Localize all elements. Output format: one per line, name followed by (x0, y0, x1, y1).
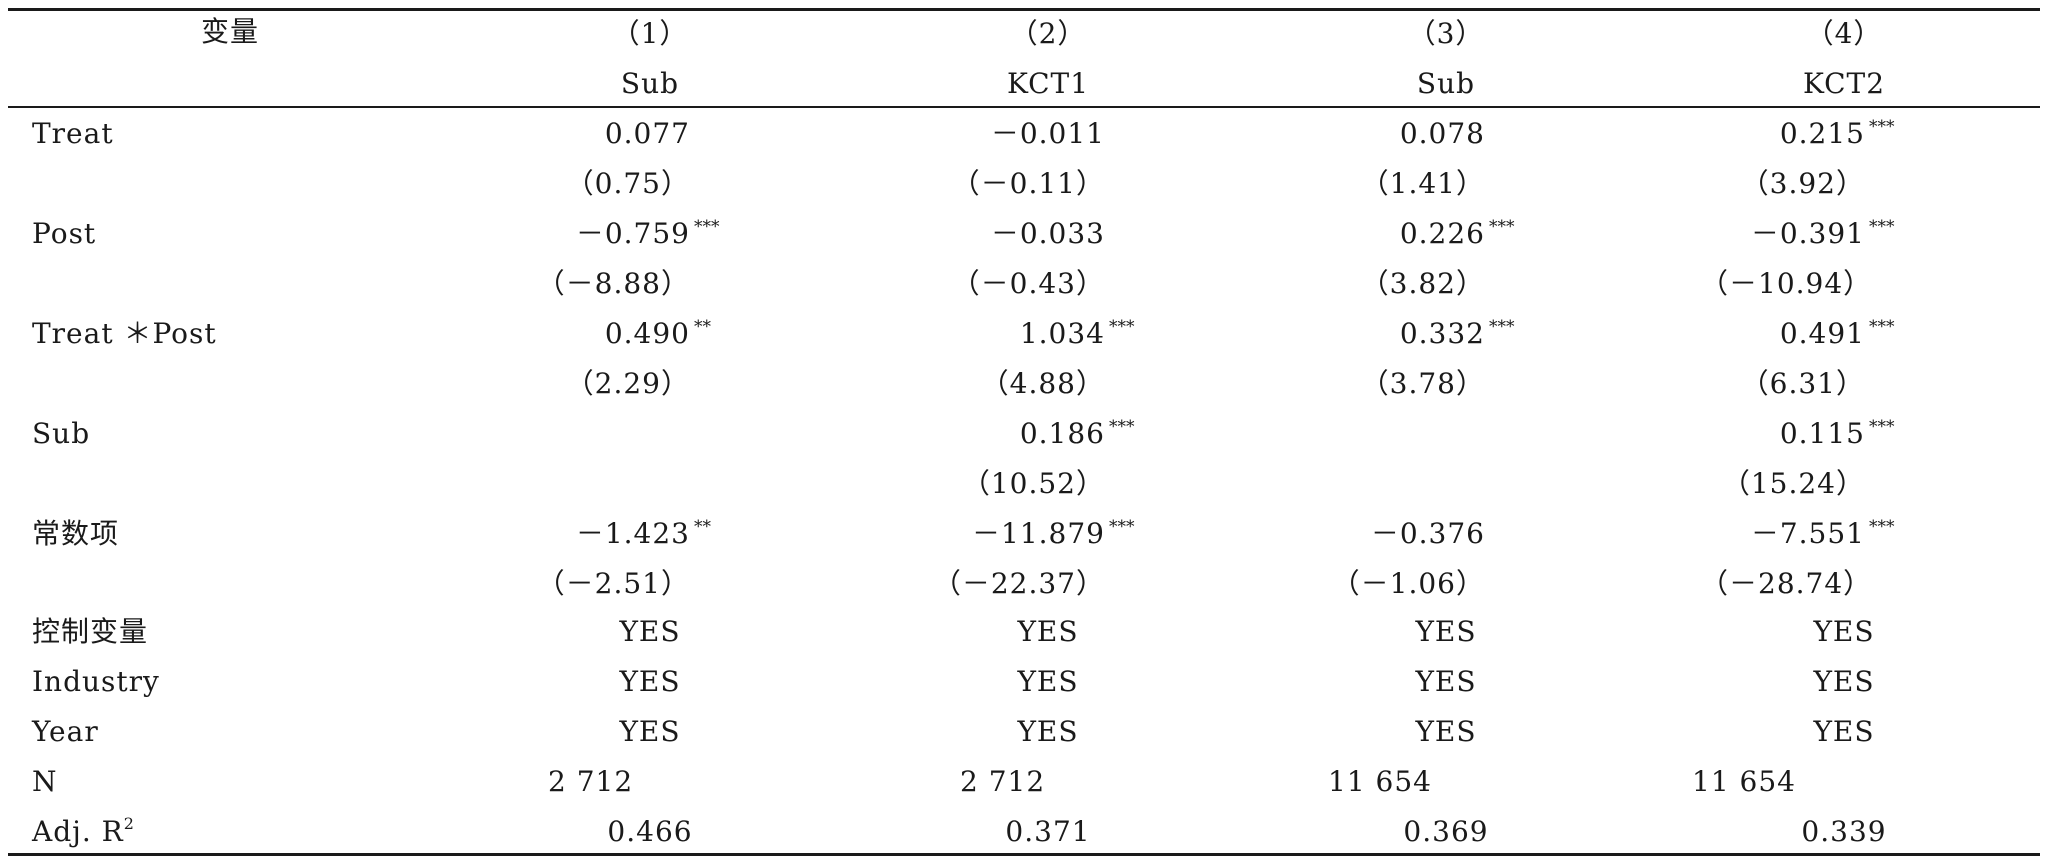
significance-stars: *** (1869, 217, 1895, 237)
adj-r2-cell: 0.369 (1403, 815, 1489, 848)
significance-stars: *** (1869, 517, 1895, 537)
indicator-cell: YES (1017, 665, 1079, 698)
tstat-cell: （3.92） (1740, 167, 1865, 200)
coef-cell: －0.376 (1370, 517, 1485, 550)
coef-cell: 0.078 (1399, 117, 1485, 150)
coef-cell: －11.879 *** (972, 517, 1135, 550)
header-dependent-4: KCT2 (1802, 67, 1886, 100)
significance-stars: *** (1489, 317, 1515, 337)
row-label-year: Year (32, 715, 99, 748)
indicator-cell: YES (619, 615, 681, 648)
significance-stars: *** (694, 217, 720, 237)
tstat-cell: （－8.88） (536, 267, 690, 300)
indicator-cell: YES (619, 715, 681, 748)
indicator-cell: YES (619, 665, 681, 698)
coef-cell: 0.490 ** (604, 317, 711, 350)
observations-cell: 11 654 (1692, 765, 1796, 798)
indicator-cell: YES (1813, 665, 1875, 698)
tstat-cell: （2.29） (565, 367, 690, 400)
header-dependent-2: KCT1 (1006, 67, 1090, 100)
header-variable-label: 变量 (200, 15, 260, 48)
indicator-cell: YES (1017, 615, 1079, 648)
header-model-1: （1） (611, 17, 689, 50)
header-model-3: （3） (1407, 17, 1485, 50)
significance-stars: ** (694, 317, 711, 337)
coef-cell: 0.115 *** (1779, 417, 1895, 450)
indicator-cell: YES (1813, 615, 1875, 648)
coef-cell: －7.551 *** (1750, 517, 1895, 550)
bottom-rule (8, 853, 2040, 856)
coef-cell: 0.215 *** (1779, 117, 1895, 150)
row-label-treat: Treat (32, 117, 114, 150)
coef-cell: －0.011 (990, 117, 1105, 150)
coef-cell: －0.391 *** (1750, 217, 1895, 250)
tstat-cell: （10.52） (961, 467, 1105, 500)
header-dependent-3: Sub (1416, 67, 1476, 100)
row-label-controls: 控制变量 (32, 615, 149, 648)
tstat-cell: （4.88） (980, 367, 1105, 400)
significance-stars: *** (1109, 517, 1135, 537)
adj-r2-cell: 0.466 (607, 815, 693, 848)
coef-cell: 1.034 *** (1019, 317, 1135, 350)
row-label-industry: Industry (32, 665, 160, 698)
row-label-n: N (32, 765, 58, 798)
header-rule (8, 106, 2040, 108)
tstat-cell: （0.75） (565, 167, 690, 200)
coef-cell: 0.332 *** (1399, 317, 1515, 350)
significance-stars: *** (1109, 317, 1135, 337)
row-label-adj-r2: Adj. R2 (32, 814, 135, 848)
coef-cell: 0.077 (604, 117, 690, 150)
indicator-cell: YES (1017, 715, 1079, 748)
significance-stars: *** (1109, 417, 1135, 437)
significance-stars: *** (1869, 317, 1895, 337)
coef-cell: －0.033 (990, 217, 1105, 250)
tstat-cell: （－22.37） (932, 567, 1105, 600)
observations-cell: 2 712 (548, 765, 634, 798)
tstat-cell: （3.78） (1360, 367, 1485, 400)
adj-r2-cell: 0.371 (1005, 815, 1091, 848)
top-rule (8, 8, 2040, 11)
tstat-cell: （3.82） (1360, 267, 1485, 300)
significance-stars: *** (1869, 417, 1895, 437)
row-label-constant: 常数项 (32, 517, 120, 550)
row-label-treat-post: Treat ＊Post (32, 317, 217, 350)
tstat-cell: （1.41） (1360, 167, 1485, 200)
indicator-cell: YES (1415, 715, 1477, 748)
observations-cell: 2 712 (960, 765, 1046, 798)
tstat-cell: （15.24） (1721, 467, 1865, 500)
coef-cell: 0.226 *** (1399, 217, 1515, 250)
significance-stars: ** (694, 517, 711, 537)
tstat-cell: （－1.06） (1331, 567, 1485, 600)
row-label-sub: Sub (32, 417, 91, 450)
indicator-cell: YES (1415, 665, 1477, 698)
tstat-cell: （6.31） (1740, 367, 1865, 400)
coef-cell: －0.759 *** (575, 217, 720, 250)
tstat-cell: （－2.51） (536, 567, 690, 600)
coef-cell: 0.186 *** (1019, 417, 1135, 450)
tstat-cell: （－28.74） (1700, 567, 1873, 600)
significance-stars: *** (1489, 217, 1515, 237)
observations-cell: 11 654 (1328, 765, 1432, 798)
tstat-cell: （－0.11） (951, 167, 1105, 200)
header-dependent-1: Sub (620, 67, 680, 100)
significance-stars: *** (1869, 117, 1895, 137)
header-model-2: （2） (1009, 17, 1087, 50)
header-model-4: （4） (1805, 17, 1883, 50)
coef-cell: 0.491 *** (1779, 317, 1895, 350)
superscript-2: 2 (123, 814, 135, 833)
coef-cell: －1.423 ** (575, 517, 711, 550)
adj-r2-cell: 0.339 (1801, 815, 1887, 848)
indicator-cell: YES (1813, 715, 1875, 748)
tstat-cell: （－10.94） (1700, 267, 1873, 300)
indicator-cell: YES (1415, 615, 1477, 648)
row-label-post: Post (32, 217, 97, 250)
tstat-cell: （－0.43） (951, 267, 1105, 300)
